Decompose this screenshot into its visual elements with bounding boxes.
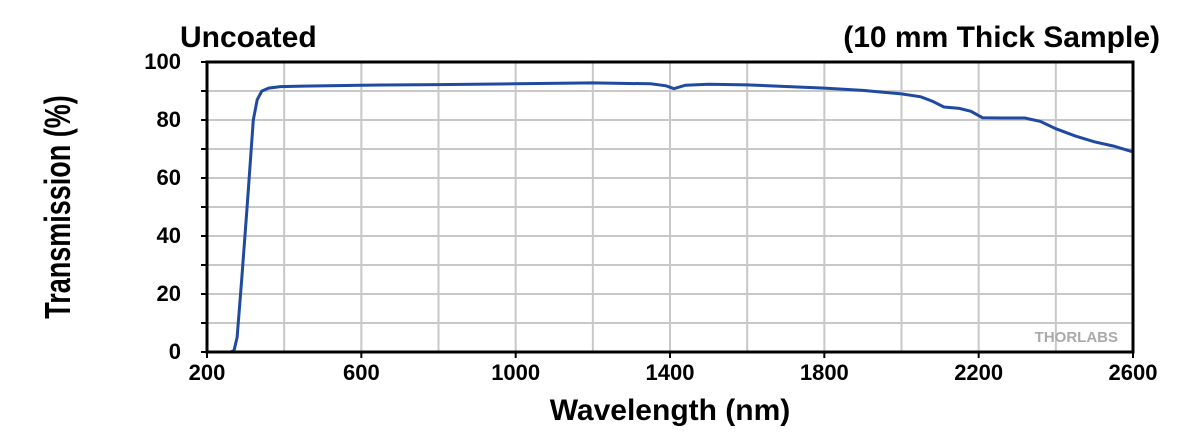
title-right: (10 mm Thick Sample) [843,21,1160,54]
y-tick-label: 0 [169,339,181,364]
y-tick-label: 60 [157,165,181,190]
x-tick-label: 1400 [646,360,695,385]
title-left: Uncoated [180,21,317,54]
grid [207,62,1133,352]
transmission-line [207,81,1134,354]
y-tick-label: 100 [144,49,181,74]
ticks: 200 600 1000 1400 1800 2200 2600 0 20 40 60 80 100 [144,49,1157,385]
x-tick-label: 600 [343,360,380,385]
x-tick-label: 1000 [491,360,540,385]
y-tick-label: 80 [157,107,181,132]
y-tick-label: 40 [157,223,181,248]
y-tick-label: 20 [157,281,181,306]
thorlabs-watermark: THORLABS [1035,329,1118,346]
x-axis-label: Wavelength (nm) [550,394,791,427]
y-axis-label: Transmission (%) [37,95,78,318]
x-tick-label: 200 [189,360,226,385]
x-tick-label: 2200 [954,360,1003,385]
x-tick-label: 1800 [800,360,849,385]
x-tick-label: 2600 [1109,360,1158,385]
